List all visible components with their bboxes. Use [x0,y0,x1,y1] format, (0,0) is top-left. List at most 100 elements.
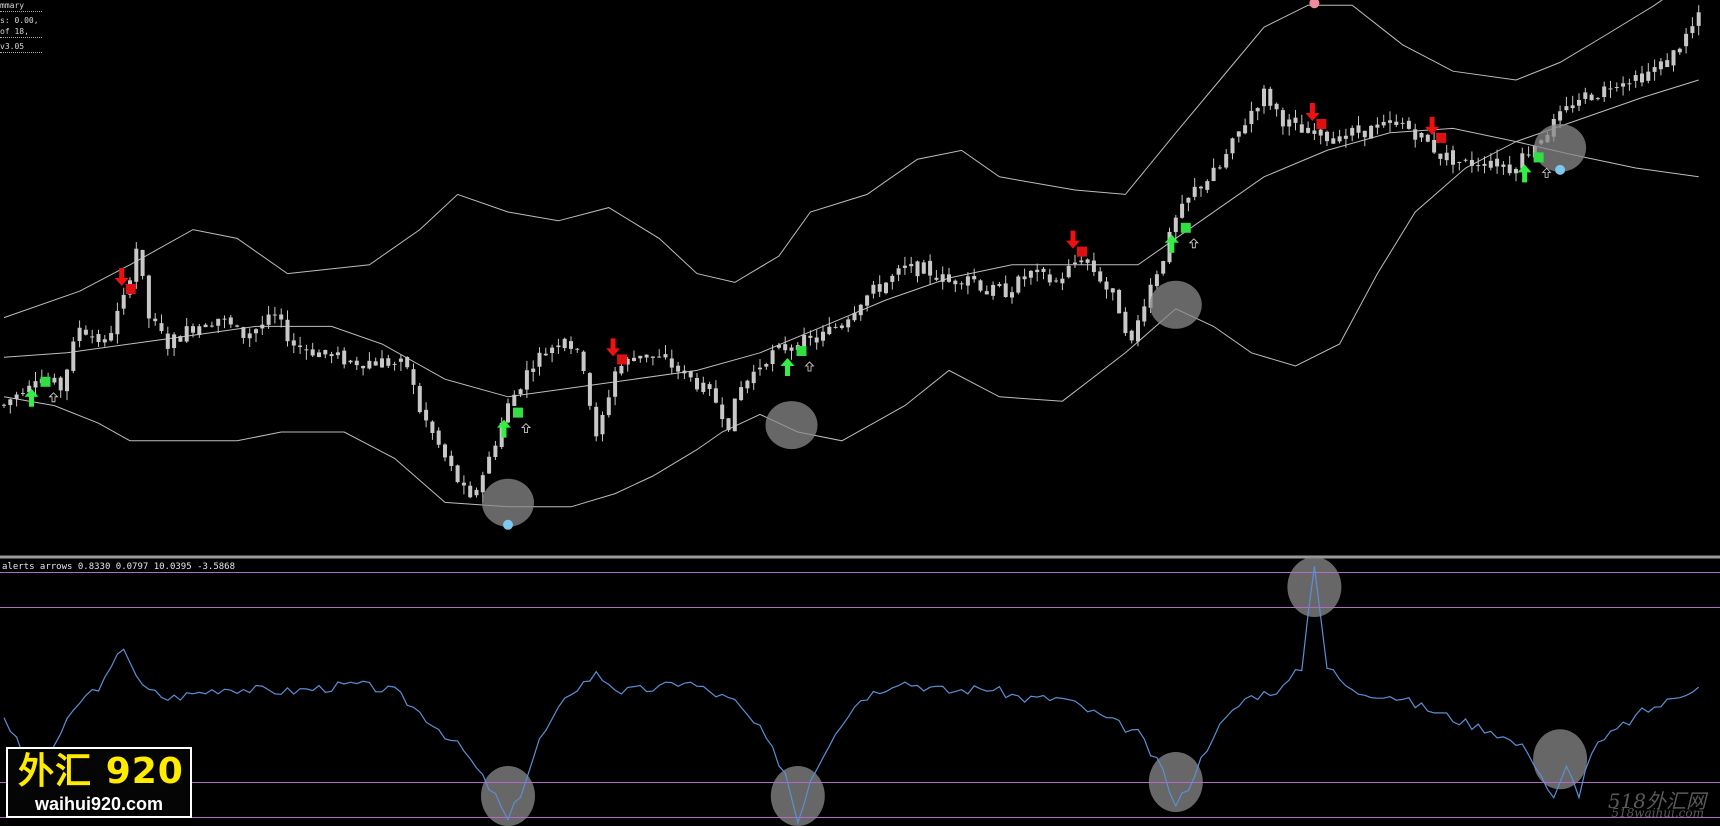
candle-body [550,347,555,354]
candle [695,372,699,392]
candle-body [884,282,888,294]
band-line-lower [3,141,1699,508]
candle-body [751,371,756,384]
blue-dot [503,519,513,530]
candle [531,360,536,382]
candle [1444,144,1449,166]
candle [1633,70,1638,88]
candle-body [1325,131,1329,142]
candle-body [165,333,170,349]
buy-square [1533,152,1544,163]
candle [713,380,718,404]
candle [222,315,227,329]
candle-body [1287,119,1292,127]
candle-body [373,361,378,366]
candle [1199,185,1203,197]
candle-body [266,314,271,325]
candle-body [1684,33,1689,47]
pink-dot [1309,0,1320,9]
candle [191,323,195,338]
candle-body [1350,127,1355,136]
candle [1677,47,1682,55]
candle-body [524,370,529,390]
highlight-circle [1534,123,1587,172]
candle [1318,127,1323,145]
candle [959,281,964,290]
candle-body [109,333,114,341]
candle [852,306,857,322]
candle-body [203,324,208,328]
signal-buy [1517,152,1552,183]
candle [814,329,819,350]
candle-body [1514,169,1518,174]
candle-body [701,382,706,392]
candle [1362,130,1367,147]
candle [934,269,939,282]
candle-body [688,371,693,378]
candle [1287,113,1292,136]
candle [121,287,126,315]
candle [1451,145,1455,174]
candle-body [739,387,744,401]
candle-body [997,284,1002,286]
candle [304,344,309,360]
sell-square [1436,132,1447,143]
candle [984,285,989,295]
candle-body [1211,167,1216,182]
candle [455,464,460,484]
candle-body [821,331,825,341]
signal-sell [606,338,628,365]
candle [1432,130,1437,155]
candle-body [411,369,416,385]
sell-arrow-icon [1425,116,1440,135]
candle [1136,315,1140,347]
candle-body [991,284,996,296]
candle-body [827,326,832,335]
candle-body [1394,121,1399,125]
candle [1621,76,1626,96]
candle-body [8,399,13,406]
candle-body [808,335,813,338]
band-line-upper [3,0,1663,319]
candle-body [619,366,624,374]
candle [1047,268,1052,286]
candle-body [644,354,649,358]
candle [1186,197,1191,212]
candle-body [317,352,321,358]
candle [669,349,674,375]
candle [1249,101,1254,133]
candle-body [254,329,258,334]
candle-body [65,369,69,392]
candle [688,370,693,382]
candle-body [1469,159,1474,166]
oscillator-highlight-circle [1533,729,1588,790]
candle [1608,80,1613,98]
candle-body [424,409,429,421]
candle [1394,114,1399,128]
candle-body [348,360,353,363]
candle [1526,146,1531,158]
candle-body [606,397,611,416]
candle [909,256,914,274]
candle [1010,286,1014,304]
candle-body [480,475,485,493]
candle [600,411,605,442]
candle [1469,151,1474,173]
sell-square [617,354,628,365]
candle-body [1570,105,1575,109]
candle-body [228,317,233,325]
blue-dot [1555,164,1566,175]
candle [865,294,870,312]
candle [474,487,479,498]
candle-body [600,414,605,435]
candle [493,440,498,460]
candle-body [575,348,580,350]
candle-body [1652,67,1657,72]
candle-body [569,341,573,349]
buy-square [796,346,807,356]
candle [764,362,769,370]
candle-body [783,344,788,351]
candle-body [978,280,983,291]
candle-body [1507,164,1512,174]
